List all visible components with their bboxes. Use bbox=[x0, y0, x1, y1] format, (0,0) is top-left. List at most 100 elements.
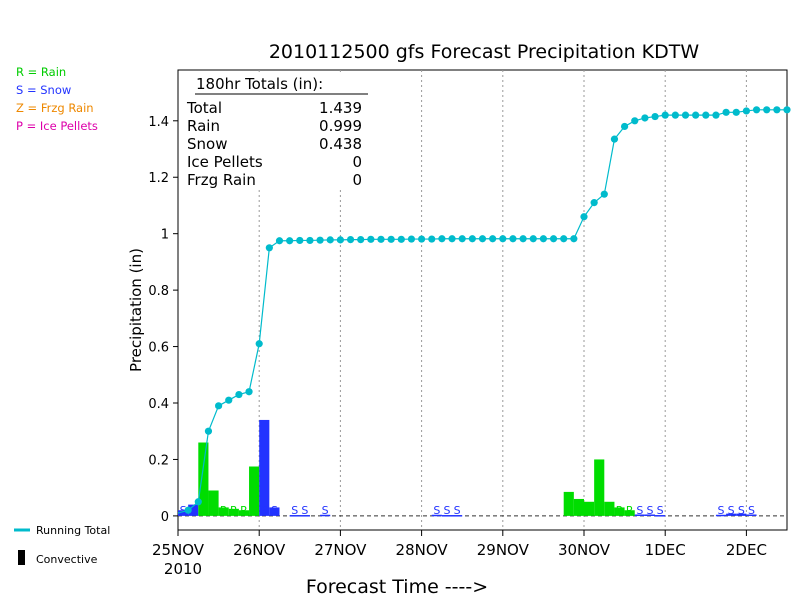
running-total-point bbox=[580, 213, 588, 221]
precip-type-label: S bbox=[301, 504, 308, 517]
totals-row-value: 0.999 bbox=[319, 117, 362, 135]
totals-row-label: Total bbox=[186, 99, 222, 117]
running-total-point bbox=[722, 108, 730, 116]
running-total-point bbox=[397, 235, 405, 243]
precip-type-label: R bbox=[250, 504, 258, 517]
precip-type-label: S bbox=[454, 504, 461, 517]
x-tick-label: 25NOV bbox=[152, 541, 205, 559]
x-tick-sublabel: 2010 bbox=[164, 560, 202, 578]
precip-type-label: S bbox=[433, 504, 440, 517]
totals-row-value: 0.438 bbox=[319, 135, 362, 153]
running-total-point bbox=[235, 390, 243, 399]
precip-bar bbox=[431, 514, 442, 517]
running-total-point bbox=[316, 236, 324, 244]
precip-bar bbox=[715, 514, 727, 517]
running-total-point bbox=[631, 117, 639, 125]
running-total-point bbox=[438, 235, 446, 243]
precip-type-label: S bbox=[646, 504, 653, 517]
running-total-point bbox=[509, 235, 517, 243]
precip-type-label: S bbox=[291, 504, 298, 517]
totals-header: 180hr Totals (in): bbox=[196, 75, 323, 93]
precip-bar bbox=[238, 510, 250, 516]
precip-type-label: S bbox=[636, 504, 643, 517]
legend-item: S = Snow bbox=[16, 83, 71, 97]
precip-bar bbox=[655, 515, 666, 517]
running-total-point bbox=[275, 237, 284, 245]
precip-bar bbox=[441, 515, 453, 517]
running-total-point bbox=[377, 235, 385, 243]
precip-type-label: S bbox=[657, 504, 664, 517]
precip-bar bbox=[289, 515, 300, 517]
running-total-point bbox=[428, 235, 436, 243]
precip-type-label: R bbox=[200, 504, 208, 517]
precip-bar bbox=[736, 513, 747, 516]
totals-row-value: 0 bbox=[352, 153, 362, 171]
running-total-point bbox=[286, 237, 294, 245]
precip-type-label: R bbox=[606, 504, 614, 517]
running-total-point bbox=[478, 235, 487, 243]
running-total-point bbox=[671, 111, 679, 119]
precip-bar bbox=[624, 510, 635, 516]
y-tick-label: 1.4 bbox=[148, 115, 169, 130]
precip-type-label: S bbox=[322, 504, 329, 517]
running-total-point bbox=[681, 111, 690, 119]
x-tick-label: 30NOV bbox=[558, 541, 611, 559]
y-tick-label: 0.6 bbox=[148, 341, 169, 356]
precip-bar bbox=[228, 508, 239, 516]
x-tick-label: 2DEC bbox=[726, 541, 767, 559]
running-total-point bbox=[742, 107, 751, 115]
precip-type-label: R bbox=[565, 504, 573, 517]
precip-type-label: R bbox=[220, 504, 228, 517]
precip-bar bbox=[320, 514, 331, 517]
totals-row-value: 0 bbox=[352, 171, 362, 189]
precip-bar bbox=[249, 466, 260, 516]
precip-type-label: S bbox=[443, 504, 450, 517]
running-total-point bbox=[215, 402, 223, 410]
precip-type-label: S bbox=[271, 504, 278, 517]
running-total-point bbox=[712, 111, 720, 119]
precip-type-label: S bbox=[738, 504, 745, 517]
precip-bar bbox=[269, 507, 280, 516]
totals-row-value: 1.439 bbox=[319, 99, 362, 117]
running-total-point bbox=[641, 114, 649, 122]
precip-type-label: R bbox=[585, 504, 593, 517]
running-total-point bbox=[184, 506, 192, 514]
running-total-point bbox=[245, 388, 253, 396]
precip-bar bbox=[726, 513, 737, 516]
legend-item: R = Rain bbox=[16, 65, 66, 79]
totals-box: 180hr Totals (in): Total 1.439 Rain 0.999 Sno… bbox=[182, 72, 368, 189]
x-tick-label: 28NOV bbox=[396, 541, 449, 559]
precip-type-label: R bbox=[240, 504, 248, 517]
precip-bar bbox=[604, 501, 615, 516]
y-tick-label: 0 bbox=[161, 510, 169, 525]
running-total-point bbox=[346, 236, 355, 244]
precip-bar bbox=[218, 507, 229, 516]
running-total-point bbox=[418, 235, 426, 243]
running-total-point bbox=[458, 235, 466, 243]
y-tick-label: 1.2 bbox=[148, 171, 169, 186]
running-total-point bbox=[763, 106, 771, 114]
running-total-point bbox=[529, 235, 537, 243]
precip-bar bbox=[452, 515, 463, 517]
precip-bar bbox=[573, 498, 584, 516]
running-total-point bbox=[225, 396, 233, 404]
precip-type-label: S bbox=[748, 504, 755, 517]
running-total-point bbox=[519, 235, 527, 243]
precip-type-label: S bbox=[190, 504, 197, 517]
running-total-point bbox=[752, 106, 761, 114]
precip-type-label: S bbox=[180, 504, 187, 517]
totals-box-bg bbox=[182, 72, 366, 188]
precip-bar bbox=[746, 514, 757, 516]
x-axis-label: Forecast Time ----> bbox=[306, 576, 488, 598]
totals-row-label: Ice Pellets bbox=[187, 153, 263, 171]
running-total-point bbox=[549, 235, 558, 243]
plot-frame bbox=[177, 69, 788, 531]
running-total-point bbox=[590, 199, 598, 207]
precip-type-label: R bbox=[575, 504, 583, 517]
running-total-point bbox=[255, 340, 263, 348]
x-tick-label: 1DEC bbox=[645, 541, 686, 559]
running-total-point bbox=[336, 236, 344, 244]
precip-type-label: S bbox=[261, 504, 268, 517]
